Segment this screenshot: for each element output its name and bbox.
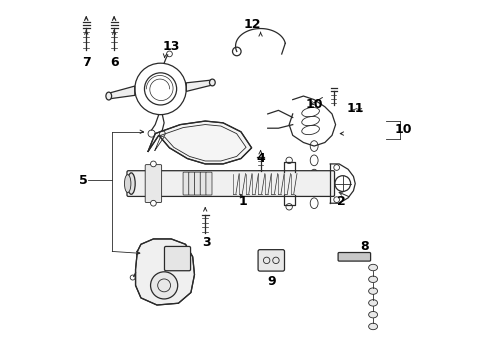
Circle shape	[150, 272, 177, 299]
FancyBboxPatch shape	[164, 247, 190, 271]
Text: 9: 9	[266, 275, 275, 288]
Text: 3: 3	[202, 236, 211, 249]
FancyBboxPatch shape	[337, 252, 370, 261]
Ellipse shape	[368, 323, 377, 330]
Text: 10: 10	[394, 123, 411, 136]
Text: 13: 13	[162, 40, 180, 53]
FancyBboxPatch shape	[127, 171, 334, 197]
Text: 2: 2	[336, 195, 345, 208]
FancyBboxPatch shape	[258, 249, 284, 271]
Ellipse shape	[124, 175, 131, 193]
FancyBboxPatch shape	[145, 165, 162, 203]
FancyBboxPatch shape	[183, 172, 189, 195]
Ellipse shape	[106, 92, 111, 100]
Polygon shape	[108, 86, 135, 99]
Polygon shape	[186, 80, 212, 91]
Polygon shape	[148, 121, 251, 164]
Text: 6: 6	[110, 55, 118, 69]
Text: 5: 5	[79, 174, 87, 186]
Ellipse shape	[127, 173, 135, 194]
Ellipse shape	[368, 264, 377, 271]
Circle shape	[150, 201, 156, 206]
Ellipse shape	[368, 276, 377, 283]
Ellipse shape	[209, 79, 215, 86]
FancyBboxPatch shape	[205, 172, 212, 195]
Text: 1: 1	[238, 195, 246, 208]
FancyBboxPatch shape	[200, 172, 206, 195]
Text: 7: 7	[81, 55, 90, 69]
Circle shape	[150, 161, 156, 167]
Text: 10: 10	[305, 99, 322, 112]
FancyBboxPatch shape	[194, 172, 200, 195]
Text: 8: 8	[359, 240, 368, 253]
Text: 11: 11	[346, 102, 363, 115]
Text: 4: 4	[256, 152, 264, 165]
FancyBboxPatch shape	[188, 172, 194, 195]
Polygon shape	[135, 239, 194, 305]
Ellipse shape	[368, 311, 377, 318]
Text: 12: 12	[244, 18, 261, 31]
Ellipse shape	[368, 300, 377, 306]
Ellipse shape	[368, 288, 377, 294]
